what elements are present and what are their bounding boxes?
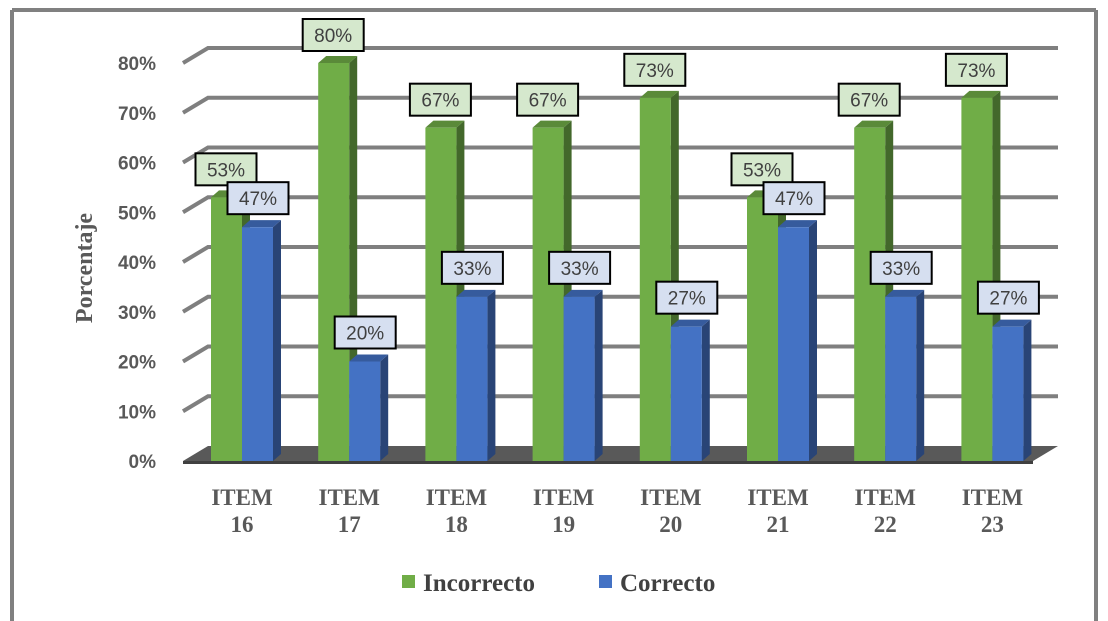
svg-text:47%: 47% (775, 189, 813, 210)
y-tick-label: 0% (129, 452, 157, 473)
gridline (181, 195, 1058, 214)
x-tick-label: ITEM 20 (640, 485, 702, 537)
data-label-incorrecto-3: 67% (408, 82, 472, 117)
data-label-correcto-7: 33% (869, 250, 933, 285)
bar-correcto-7 (885, 289, 925, 461)
legend-swatch (402, 575, 415, 588)
bar-correcto-6 (778, 220, 817, 461)
y-tick-label: 70% (118, 104, 156, 125)
data-label-incorrecto-5: 73% (623, 52, 687, 87)
x-tick-label: ITEM 16 (211, 485, 273, 537)
svg-text:47%: 47% (239, 189, 277, 210)
floor-edge (183, 461, 1033, 464)
legend-item-incorrecto: Incorrecto (402, 570, 535, 597)
bar-correcto-3 (456, 289, 496, 461)
svg-text:33%: 33% (453, 259, 491, 280)
y-tick-label: 50% (118, 203, 156, 224)
svg-text:27%: 27% (668, 289, 706, 310)
data-label-incorrecto-2: 80% (301, 18, 365, 52)
svg-text:53%: 53% (743, 160, 781, 181)
bar-correcto-1 (242, 220, 281, 461)
data-label-incorrecto-4: 67% (516, 82, 580, 117)
svg-text:67%: 67% (850, 91, 888, 112)
svg-text:67%: 67% (529, 91, 567, 112)
x-tick-label: ITEM 17 (319, 485, 381, 537)
y-tick-label: 60% (118, 154, 156, 175)
y-tick-label: 30% (118, 303, 156, 324)
data-label-correcto-8: 27% (976, 280, 1040, 315)
legend-label: Incorrecto (423, 570, 535, 597)
bar-incorrecto-8 (961, 90, 1001, 461)
data-label-incorrecto-8: 73% (944, 52, 1008, 87)
x-tick-label: ITEM 19 (533, 485, 595, 537)
gridline (181, 294, 1058, 314)
data-label-correcto-5: 27% (655, 280, 719, 315)
legend-label: Correcto (620, 570, 715, 597)
gridline (181, 394, 1058, 413)
x-tick-label: ITEM 22 (855, 485, 917, 537)
y-tick-label: 10% (118, 402, 156, 423)
svg-text:27%: 27% (989, 289, 1027, 310)
bar-correcto-8 (992, 319, 1032, 461)
svg-text:53%: 53% (207, 160, 245, 181)
data-label-correcto-2: 20% (333, 315, 397, 350)
data-label-correcto-3: 33% (440, 250, 504, 285)
x-tick-label: ITEM 23 (962, 485, 1024, 537)
gridline (181, 145, 1058, 165)
legend-swatch (599, 575, 612, 588)
svg-text:20%: 20% (346, 324, 384, 345)
svg-text:33%: 33% (561, 259, 599, 280)
svg-text:73%: 73% (636, 61, 674, 82)
bar-incorrecto-7 (854, 120, 894, 462)
bar-correcto-2 (349, 354, 389, 461)
gridline (181, 95, 1058, 115)
bar-correcto-4 (563, 289, 603, 461)
bar-incorrecto-2 (318, 56, 358, 461)
chart-floor (183, 446, 1058, 461)
data-label-incorrecto-1: 53% (194, 152, 258, 187)
data-label-correcto-1: 47% (226, 181, 290, 216)
data-label-incorrecto-7: 67% (837, 82, 901, 117)
y-axis-title: Porcentaje (72, 213, 98, 324)
y-tick-label: 40% (118, 253, 156, 274)
gridline (181, 46, 1058, 65)
svg-text:33%: 33% (882, 259, 920, 280)
svg-text:67%: 67% (421, 91, 459, 112)
svg-text:73%: 73% (957, 61, 995, 82)
data-label-correcto-6: 47% (762, 181, 826, 216)
x-tick-label: ITEM 21 (747, 485, 809, 537)
bar-correcto-5 (670, 319, 710, 461)
legend-item-correcto: Correcto (599, 570, 715, 597)
gridline (181, 344, 1058, 364)
x-tick-label: ITEM 18 (426, 485, 488, 537)
y-tick-label: 20% (118, 353, 156, 374)
data-label-correcto-4: 33% (548, 250, 612, 285)
bar-incorrecto-5 (639, 90, 679, 461)
bar-incorrecto-3 (425, 120, 465, 462)
svg-text:80%: 80% (314, 26, 352, 47)
data-label-incorrecto-6: 53% (730, 152, 794, 187)
y-tick-label: 80% (118, 54, 156, 75)
